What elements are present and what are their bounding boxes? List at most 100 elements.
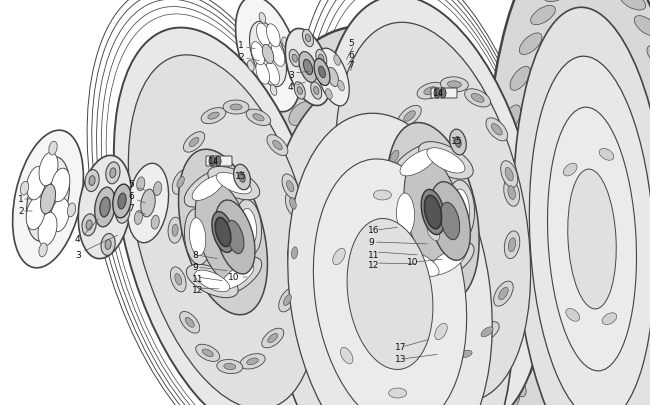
Ellipse shape (291, 247, 298, 259)
Ellipse shape (395, 300, 406, 311)
Ellipse shape (257, 24, 270, 47)
Ellipse shape (322, 64, 328, 75)
Ellipse shape (282, 38, 289, 49)
Ellipse shape (421, 242, 474, 282)
Ellipse shape (209, 157, 215, 166)
Ellipse shape (127, 164, 168, 243)
Ellipse shape (513, 246, 531, 275)
Ellipse shape (194, 271, 229, 292)
Ellipse shape (427, 148, 465, 174)
Ellipse shape (266, 25, 280, 48)
Ellipse shape (357, 46, 386, 64)
Ellipse shape (497, 286, 512, 313)
Ellipse shape (507, 372, 526, 397)
Ellipse shape (441, 78, 469, 93)
Ellipse shape (458, 350, 472, 358)
Ellipse shape (266, 63, 280, 86)
Ellipse shape (177, 177, 185, 188)
Ellipse shape (447, 181, 474, 240)
Text: 2: 2 (18, 207, 23, 216)
Ellipse shape (135, 211, 142, 225)
Text: 12: 12 (368, 261, 380, 270)
Ellipse shape (39, 153, 58, 186)
Ellipse shape (514, 293, 532, 323)
Ellipse shape (504, 179, 519, 207)
Ellipse shape (421, 190, 445, 235)
Ellipse shape (217, 360, 242, 374)
Ellipse shape (647, 47, 650, 69)
Ellipse shape (82, 214, 96, 236)
Ellipse shape (475, 322, 499, 342)
Ellipse shape (185, 209, 211, 265)
Ellipse shape (412, 335, 425, 344)
Text: 1: 1 (238, 41, 244, 50)
Ellipse shape (89, 176, 95, 186)
Ellipse shape (447, 81, 462, 89)
Ellipse shape (248, 266, 266, 296)
Ellipse shape (110, 168, 116, 178)
Ellipse shape (503, 106, 521, 131)
Ellipse shape (494, 158, 515, 185)
Ellipse shape (495, 239, 509, 267)
Ellipse shape (500, 161, 517, 188)
Ellipse shape (498, 148, 514, 175)
Ellipse shape (265, 403, 286, 405)
Ellipse shape (287, 181, 294, 192)
Ellipse shape (100, 198, 110, 217)
FancyBboxPatch shape (206, 157, 232, 166)
Ellipse shape (311, 83, 322, 100)
Ellipse shape (255, 359, 274, 388)
Ellipse shape (192, 176, 225, 201)
Ellipse shape (566, 309, 580, 322)
Ellipse shape (222, 264, 254, 289)
Ellipse shape (495, 193, 510, 221)
Ellipse shape (39, 243, 47, 257)
Ellipse shape (347, 219, 433, 370)
Ellipse shape (253, 115, 264, 122)
Ellipse shape (230, 105, 242, 111)
Ellipse shape (452, 190, 469, 231)
Ellipse shape (256, 62, 270, 85)
Ellipse shape (216, 173, 252, 194)
Ellipse shape (417, 83, 444, 100)
Ellipse shape (49, 142, 57, 156)
Ellipse shape (27, 158, 70, 242)
Ellipse shape (208, 167, 260, 200)
Text: 7: 7 (128, 204, 134, 213)
Ellipse shape (486, 0, 650, 405)
Ellipse shape (247, 358, 258, 365)
Ellipse shape (440, 203, 460, 240)
Ellipse shape (233, 165, 250, 190)
Ellipse shape (285, 191, 300, 217)
Ellipse shape (285, 30, 331, 106)
Ellipse shape (179, 150, 267, 315)
Ellipse shape (196, 344, 220, 362)
Ellipse shape (294, 83, 305, 100)
Ellipse shape (189, 218, 206, 256)
Ellipse shape (383, 44, 413, 62)
Ellipse shape (282, 175, 298, 199)
Ellipse shape (314, 60, 330, 86)
Ellipse shape (95, 188, 115, 227)
Ellipse shape (434, 66, 462, 87)
Ellipse shape (260, 175, 281, 203)
Text: 11: 11 (368, 250, 380, 259)
Ellipse shape (309, 75, 336, 97)
Ellipse shape (249, 313, 267, 343)
Ellipse shape (202, 349, 213, 357)
Ellipse shape (313, 160, 467, 405)
Ellipse shape (239, 172, 245, 183)
Ellipse shape (215, 218, 231, 247)
Ellipse shape (505, 168, 514, 181)
Text: 15: 15 (451, 137, 463, 146)
Ellipse shape (237, 27, 543, 405)
Ellipse shape (86, 220, 92, 230)
Ellipse shape (634, 17, 650, 37)
Ellipse shape (168, 217, 182, 243)
Ellipse shape (396, 194, 415, 235)
Ellipse shape (304, 60, 313, 75)
Ellipse shape (140, 61, 330, 405)
Ellipse shape (385, 252, 393, 266)
Ellipse shape (510, 67, 530, 91)
Ellipse shape (326, 90, 332, 100)
